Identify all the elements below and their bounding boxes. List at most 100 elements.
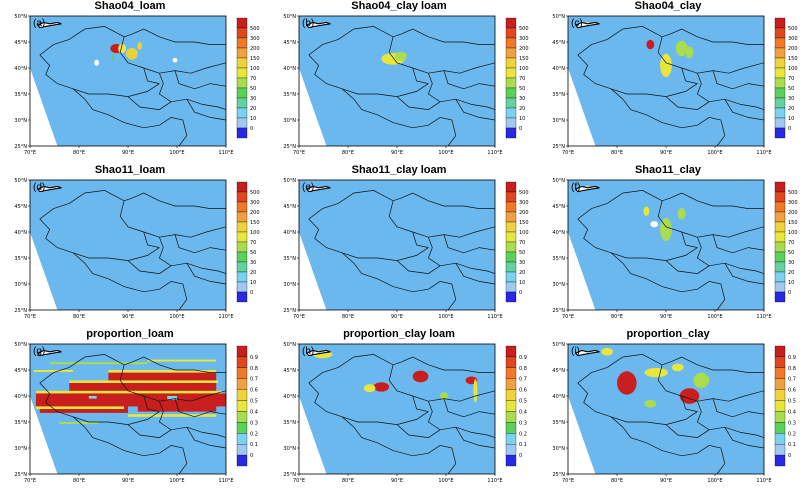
colorbar-swatch bbox=[505, 261, 517, 273]
boundary-line bbox=[119, 36, 227, 74]
boundary-line bbox=[712, 234, 765, 254]
colorbar-swatch bbox=[774, 422, 786, 434]
lat-label: 30°N bbox=[14, 118, 27, 124]
lon-label: 70°E bbox=[293, 478, 305, 484]
colorbar-swatch bbox=[505, 356, 517, 368]
colorbar-swatch bbox=[236, 433, 248, 445]
colorbar-swatch bbox=[236, 345, 248, 358]
colorbar-swatch bbox=[774, 221, 786, 233]
colorbar-swatch bbox=[236, 87, 248, 99]
boundary-line bbox=[186, 99, 227, 121]
boundary-line bbox=[308, 354, 495, 384]
colorbar-label: 0 bbox=[788, 453, 791, 459]
value-region bbox=[35, 390, 223, 394]
colorbar-label: 150 bbox=[788, 56, 798, 62]
boundary-line bbox=[724, 99, 765, 121]
colorbar-swatch bbox=[505, 57, 517, 69]
colorbar-swatch bbox=[505, 201, 517, 213]
lon-label: 70°E bbox=[24, 150, 36, 156]
colorbar-label: 30 bbox=[519, 96, 525, 102]
value-patch bbox=[373, 382, 390, 392]
colorbar-label: 0 bbox=[519, 290, 522, 296]
colorbar-swatch bbox=[774, 127, 786, 139]
colorbar-swatch bbox=[505, 17, 517, 29]
colorbar-swatch bbox=[505, 389, 517, 401]
lat-label: 25°N bbox=[283, 308, 296, 314]
colorbar-swatch bbox=[236, 77, 248, 89]
lon-label: 90°E bbox=[660, 314, 672, 320]
colorbar-label: 200 bbox=[788, 210, 798, 216]
panel-label: (a) bbox=[33, 18, 45, 29]
boundary-line bbox=[696, 73, 765, 110]
lat-label: 25°N bbox=[552, 144, 565, 150]
colorbar-label: 0.8 bbox=[519, 366, 527, 372]
boundary-line bbox=[72, 252, 172, 293]
colorbar-label: 100 bbox=[788, 230, 798, 236]
boundary-line bbox=[709, 445, 726, 475]
colorbar: 0.9 0.8 0.7 0.6 0.5 0.4 0.3 0.2 0.1 0 bbox=[236, 345, 258, 467]
boundary-line bbox=[577, 382, 698, 425]
boundary-line bbox=[455, 99, 496, 121]
lat-label: 35°N bbox=[283, 256, 296, 262]
colorbar-label: 10 bbox=[519, 280, 525, 286]
lon-label: 70°E bbox=[24, 478, 36, 484]
lat-label: 30°N bbox=[283, 118, 296, 124]
colorbar-swatch bbox=[774, 67, 786, 79]
colorbar-label: 30 bbox=[519, 260, 525, 266]
colorbar-label: 100 bbox=[250, 230, 260, 236]
colorbar-swatch bbox=[505, 191, 517, 203]
outside-domain bbox=[299, 232, 327, 310]
panel-title: Shao11_clay loam bbox=[351, 164, 447, 176]
colorbar-swatch bbox=[505, 97, 517, 109]
outside-domain bbox=[30, 68, 58, 146]
colorbar-label: 0.9 bbox=[250, 355, 258, 361]
boundary-line bbox=[127, 96, 172, 110]
outside-domain bbox=[299, 68, 327, 146]
colorbar-swatch bbox=[774, 261, 786, 273]
map-plot: 70°E 80°E 90°E 100°E 110°E 50°N 45°N 40°N 35°N 30… bbox=[283, 14, 502, 156]
value-patch bbox=[677, 207, 686, 220]
lon-label: 100°E bbox=[707, 150, 722, 156]
boundary-line bbox=[440, 281, 457, 311]
colorbar-swatch bbox=[774, 87, 786, 99]
colorbar-label: 200 bbox=[250, 46, 260, 52]
colorbar-swatch bbox=[505, 107, 517, 119]
lon-label: 100°E bbox=[438, 150, 453, 156]
colorbar-label: 0 bbox=[788, 126, 791, 132]
map-panel-a: Shao04_loam 70°E 80°E 90°E 100°E 110°E 50°N 45°… bbox=[0, 0, 269, 164]
boundary-line bbox=[665, 424, 710, 438]
value-patch bbox=[172, 57, 178, 63]
lat-label: 45°N bbox=[552, 40, 565, 46]
boundary-line bbox=[712, 398, 765, 418]
colorbar-label: 0 bbox=[519, 453, 522, 459]
lake-outline bbox=[305, 349, 331, 357]
value-region bbox=[69, 383, 217, 394]
colorbar-label: 70 bbox=[250, 76, 256, 82]
outside-domain bbox=[30, 396, 58, 474]
lat-label: 25°N bbox=[283, 472, 296, 478]
colorbar-label: 300 bbox=[788, 36, 798, 42]
lat-label: 30°N bbox=[552, 282, 565, 288]
boundary-line bbox=[174, 234, 227, 254]
value-patch bbox=[473, 379, 478, 403]
colorbar-label: 20 bbox=[519, 270, 525, 276]
colorbar-swatch bbox=[774, 356, 786, 368]
lon-label: 90°E bbox=[391, 150, 403, 156]
boundary-line bbox=[440, 445, 457, 475]
colorbar-swatch bbox=[774, 27, 786, 39]
colorbar-swatch bbox=[505, 251, 517, 263]
boundary-line bbox=[577, 54, 698, 97]
boundary-line bbox=[696, 401, 765, 438]
value-patch bbox=[646, 39, 655, 50]
colorbar-label: 0.1 bbox=[250, 442, 258, 448]
lon-label: 110°E bbox=[756, 478, 771, 484]
boundary-line bbox=[171, 117, 188, 147]
colorbar-label: 150 bbox=[788, 220, 798, 226]
boundary-line bbox=[455, 427, 496, 449]
boundary-line bbox=[119, 200, 227, 238]
value-patch bbox=[118, 43, 127, 54]
value-patch bbox=[601, 347, 614, 356]
boundary-line bbox=[308, 26, 495, 56]
colorbar-swatch bbox=[505, 77, 517, 89]
colorbar-label: 0.9 bbox=[519, 355, 527, 361]
